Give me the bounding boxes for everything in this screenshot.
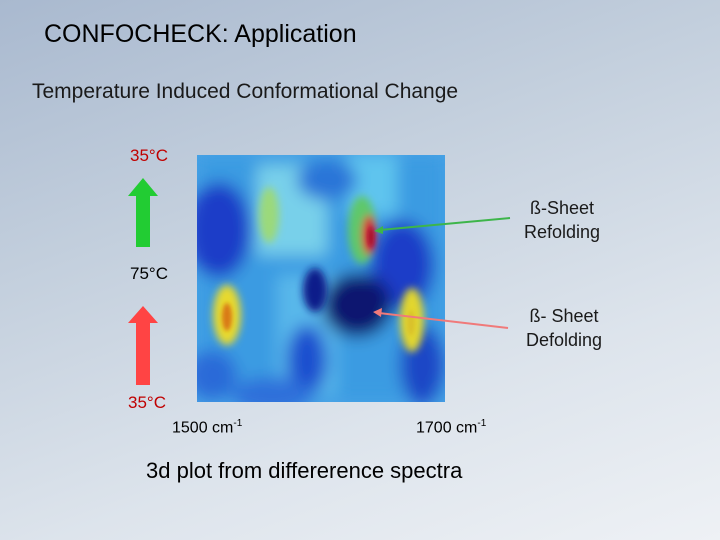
refolding-line2: Refolding — [523, 222, 601, 242]
wavenumber-left-value: 1500 cm — [172, 419, 234, 437]
wavenumber-right-value: 1700 cm — [416, 419, 478, 437]
difference-spectra-heatmap — [197, 155, 445, 402]
refolding-annotation: ß-Sheet Refolding — [510, 196, 614, 244]
plot-caption: 3d plot from differerence spectra — [146, 458, 463, 483]
defolding-line2: Defolding — [525, 330, 603, 350]
temperature-top-label: 35°C — [130, 146, 168, 165]
up-arrow — [128, 178, 158, 247]
wavenumber-right-label: 1700 cm-1 — [416, 418, 486, 437]
slide-title: CONFOCHECK: Application — [44, 20, 357, 48]
refolding-line1: ß-Sheet — [529, 198, 595, 218]
defolding-annotation: ß- Sheet Defolding — [512, 304, 616, 352]
temperature-bottom-label: 35°C — [128, 393, 166, 412]
wavenumber-left-exponent: -1 — [233, 418, 243, 429]
defolding-line1: ß- Sheet — [529, 306, 599, 326]
down-arrow — [128, 306, 158, 385]
temperature-middle-label: 75°C — [130, 264, 168, 283]
wavenumber-right-exponent: -1 — [477, 418, 487, 429]
slide-subtitle: Temperature Induced Conformational Chang… — [32, 80, 459, 103]
wavenumber-left-label: 1500 cm-1 — [172, 418, 242, 437]
